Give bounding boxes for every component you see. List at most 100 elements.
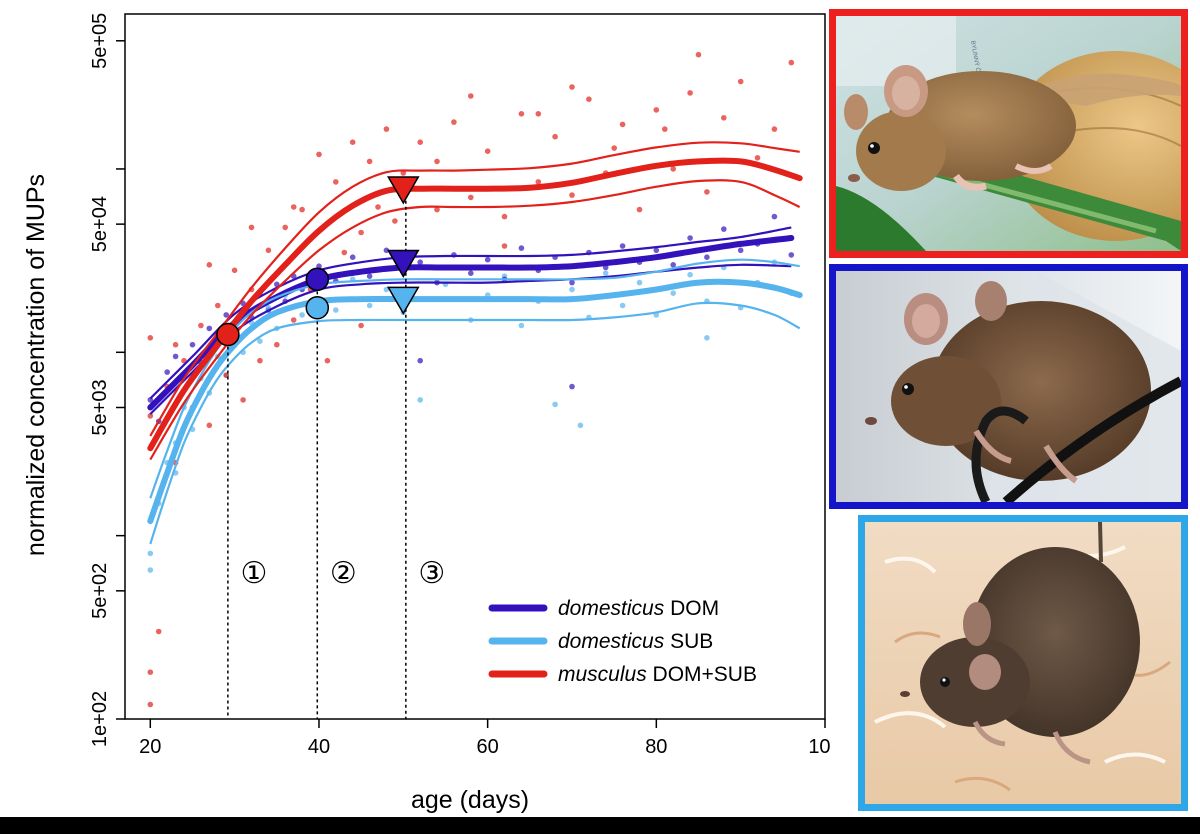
data-point-dom-sub <box>290 317 297 323</box>
triangle-marker-dom <box>387 249 420 279</box>
data-point-sub <box>569 286 575 293</box>
data-point-dom <box>788 252 795 258</box>
x-tick-label: 100 <box>808 736 830 758</box>
data-point-sub <box>636 279 643 286</box>
data-point-dom-sub <box>586 96 592 102</box>
legend-group: domesticus <box>558 597 665 620</box>
y-axis-label: normalized concentration of MUPs <box>22 174 50 556</box>
data-point-sub <box>383 286 390 293</box>
data-point-dom <box>206 325 213 332</box>
circle-marker-sub <box>305 295 330 320</box>
data-point-dom-sub <box>788 59 795 66</box>
data-point-dom-sub <box>147 701 154 708</box>
ci-upper-sub <box>149 258 800 499</box>
data-point-sub <box>704 335 710 341</box>
data-point-dom-sub <box>670 166 676 172</box>
photo-domesticus-dom <box>829 264 1188 509</box>
plot-frame <box>124 13 826 720</box>
data-point-sub <box>670 290 676 297</box>
data-point-dom-sub <box>299 206 305 213</box>
data-point-sub <box>257 338 263 345</box>
data-point-dom <box>223 312 229 318</box>
data-point-dom-sub <box>535 111 542 117</box>
data-point-sub <box>619 302 626 309</box>
data-point-sub <box>299 312 305 318</box>
data-point-dom-sub <box>215 302 221 309</box>
data-point-dom-sub <box>468 194 474 201</box>
age-guide-label: ③ <box>418 556 445 591</box>
ci-lower-dom-sub <box>149 179 801 461</box>
data-point-sub <box>366 302 373 309</box>
data-point-dom-sub <box>341 249 348 256</box>
data-point-dom <box>383 247 390 254</box>
mup-chart: 20 40 60 80 100 1e+02 5e+02 5e+03 5e+04 5e+05 ① ② ③… <box>22 13 830 814</box>
legend-group: domesticus <box>558 630 665 653</box>
legend-tag: DOM+SUB <box>653 663 757 686</box>
data-point-dom <box>737 247 744 254</box>
x-axis-label: age (days) <box>411 786 529 814</box>
data-point-dom-sub <box>754 155 761 161</box>
data-point-dom-sub <box>290 204 297 210</box>
data-point-dom-sub <box>358 229 364 236</box>
data-point-sub <box>518 322 525 329</box>
legend-tag: SUB <box>670 630 713 653</box>
y-tick-label: 5e+03 <box>89 379 111 435</box>
data-point-dom-sub <box>147 669 154 675</box>
data-point-dom-sub <box>662 126 668 132</box>
ci-lower-sub <box>149 301 801 545</box>
legend-tag: DOM <box>670 597 719 620</box>
data-point-dom-sub <box>704 189 710 195</box>
data-point-dom-sub <box>451 119 457 125</box>
data-point-dom-sub <box>569 84 575 90</box>
data-point-dom-sub <box>569 192 575 198</box>
data-point-dom <box>619 243 626 249</box>
mouse-photo-on-shavings <box>865 522 1181 804</box>
data-point-dom-sub <box>501 213 508 220</box>
data-point-dom-sub <box>257 357 263 364</box>
data-point-dom <box>366 273 373 280</box>
data-point-dom-sub <box>501 243 508 249</box>
x-tick-label: 60 <box>477 736 499 758</box>
y-tick-label: 5e+04 <box>89 196 111 252</box>
photo-domesticus-sub <box>858 515 1188 811</box>
bottom-bar <box>0 817 1200 834</box>
data-point-dom-sub <box>687 90 693 96</box>
data-point-dom-sub <box>737 78 744 85</box>
data-point-dom-sub <box>392 218 398 224</box>
data-point-sub <box>687 271 693 278</box>
data-point-dom-sub <box>375 204 381 210</box>
data-point-sub <box>147 550 154 557</box>
data-point-dom-sub <box>653 107 660 113</box>
data-point-dom <box>484 256 491 263</box>
fit-curves <box>147 141 803 545</box>
data-point-sub <box>602 270 609 277</box>
x-tick-label: 80 <box>645 736 667 758</box>
data-point-dom-sub <box>366 158 373 165</box>
data-point-dom-sub <box>282 224 289 231</box>
data-point-dom-sub <box>240 397 246 403</box>
data-point-sub <box>147 567 154 573</box>
data-point-dom-sub <box>274 341 280 348</box>
data-point-dom-sub <box>248 224 255 231</box>
data-point-dom <box>274 281 280 288</box>
data-point-dom-sub <box>358 322 364 329</box>
y-tick-label: 1e+02 <box>89 691 111 747</box>
data-point-dom <box>771 213 778 220</box>
data-point-dom <box>417 357 424 364</box>
age-markers <box>216 176 420 347</box>
data-point-sub <box>577 422 584 429</box>
age-guide-label: ② <box>330 556 357 591</box>
data-point-dom-sub <box>155 628 162 635</box>
data-points <box>147 51 795 708</box>
data-point-dom-sub <box>206 262 213 268</box>
data-point-dom-sub <box>721 115 727 121</box>
data-point-dom-sub <box>771 126 778 132</box>
mouse-photo-on-cable <box>836 271 1181 502</box>
ci-lower-dom <box>149 263 792 415</box>
data-point-dom-sub <box>198 322 204 329</box>
data-point-dom <box>569 383 575 390</box>
x-tick-label: 20 <box>139 736 161 758</box>
legend-entry: musculus DOM+SUB <box>558 663 757 686</box>
data-point-dom <box>349 254 356 260</box>
